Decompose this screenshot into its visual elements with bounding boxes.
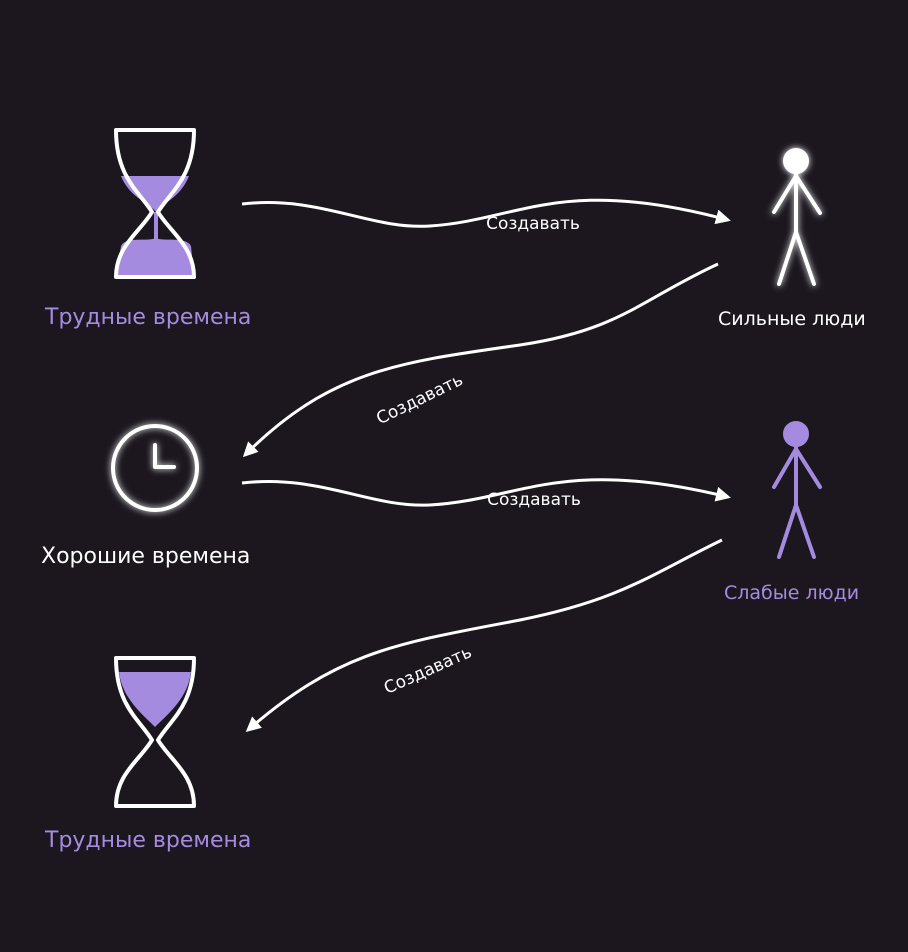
- arrow-label: Создавать: [381, 642, 475, 698]
- stick-figure-icon: [772, 148, 822, 286]
- hourglass-icon: [114, 656, 196, 808]
- stick-figure-icon: [772, 421, 822, 559]
- node-label-hard-times-bottom: Трудные времена: [45, 828, 252, 853]
- arrow-good-to-weak: [241, 478, 731, 507]
- arrow-weak-to-hard: [245, 538, 723, 732]
- hourglass-icon: [114, 128, 196, 279]
- arrow-hard-to-strong: [241, 198, 731, 228]
- node-label-hard-times-top: Трудные времена: [45, 305, 252, 330]
- arrow-label: Создавать: [487, 490, 581, 510]
- arrow-strong-to-good: [242, 262, 719, 458]
- node-label-weak-people: Слабые люди: [724, 582, 860, 604]
- node-label-strong-people: Сильные люди: [718, 308, 866, 330]
- node-label-good-times: Хорошие времена: [41, 544, 251, 569]
- clock-icon: [111, 424, 199, 512]
- arrow-label: Создавать: [373, 370, 466, 429]
- arrow-label: Создавать: [486, 214, 580, 234]
